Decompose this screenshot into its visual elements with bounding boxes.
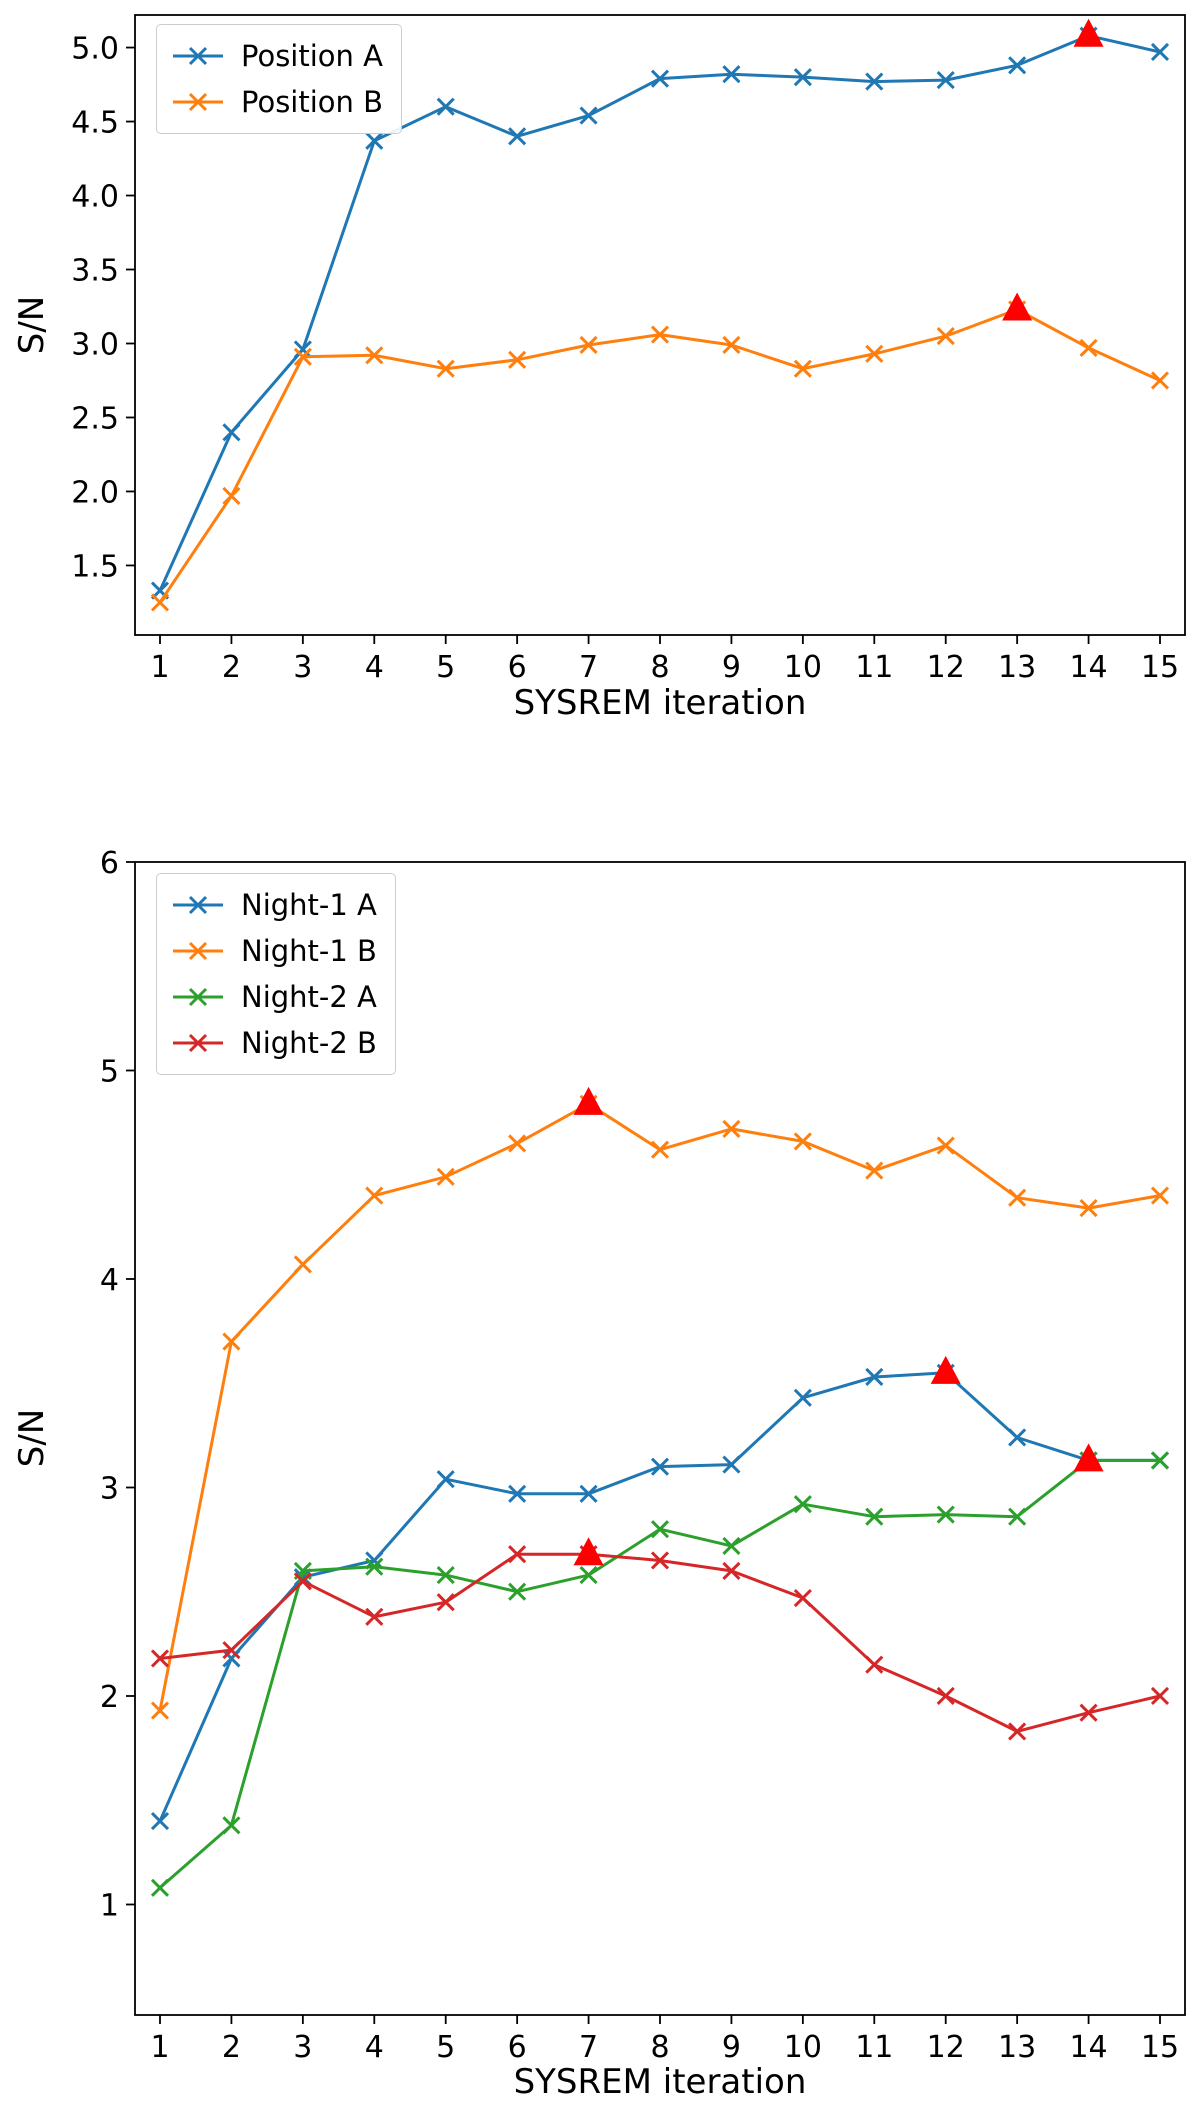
x-tick-label: 8 [650, 2030, 669, 2065]
best-marker-night-1-a [930, 1355, 961, 1384]
legend-line-sample [173, 941, 223, 961]
x-tick-label: 5 [436, 650, 455, 685]
y-axis-label: S/N [12, 1408, 52, 1468]
x-tick-label: 2 [222, 650, 241, 685]
top-chart: 1 2 3 4 5 6 7 8 9 10 11 12 13 14 15 1.5 2.0 2.5 3.0 3.5 4.0 4… [0, 0, 1200, 740]
y-tick-label: 3.0 [71, 327, 119, 362]
legend-entry-night-2-b: Night-2 B [171, 1020, 377, 1066]
bottom-chart: 1 2 3 4 5 6 7 8 9 10 11 12 13 14 15 1 2 3 4 5 6 S/N SYSREM i… [0, 740, 1200, 2117]
x-tick-label: 14 [1069, 2030, 1107, 2065]
series-markers-night-1-a [150, 1363, 1170, 1831]
legend-line-sample [173, 895, 223, 915]
series-line-night-1-b [158, 1102, 1161, 1711]
y-tick-label: 6 [100, 846, 119, 881]
best-marker-position-b [1002, 292, 1033, 321]
x-tick-label: 3 [293, 2030, 312, 2065]
series-markers-night-1-b [150, 1094, 1170, 1720]
y-tick-label: 2 [100, 1680, 119, 1715]
x-tick-label: 11 [855, 2030, 893, 2065]
best-marker-night-1-b [573, 1086, 604, 1115]
x-tick-label: 9 [722, 2030, 741, 2065]
y-tick-label: 2.5 [71, 401, 119, 436]
y-tick-label: 5.0 [71, 32, 119, 67]
x-tick-label: 13 [998, 2030, 1036, 2065]
x-tick-label: 12 [927, 2030, 965, 2065]
y-axis-label: S/N [12, 295, 52, 355]
y-tick-label: 4 [100, 1263, 119, 1298]
x-tick-label: 3 [293, 650, 312, 685]
legend-entry-position-a: Position A [171, 33, 383, 79]
x-tick-label: 15 [1141, 2030, 1179, 2065]
series-line-position-b [158, 308, 1161, 604]
series-markers-position-b [150, 300, 1170, 612]
y-tick-label: 3 [100, 1471, 119, 1506]
x-tick-label: 8 [650, 650, 669, 685]
legend-label: Night-1 B [241, 934, 377, 968]
y-tick-label: 4.0 [71, 180, 119, 215]
legend-label: Position B [241, 85, 384, 119]
x-tick-label: 7 [579, 650, 598, 685]
x-tick-label: 9 [722, 650, 741, 685]
legend-line-sample [173, 1033, 223, 1053]
y-tick-label: 1.5 [71, 549, 119, 584]
best-marker-night-2-b [573, 1537, 604, 1566]
x-tick-label: 4 [365, 2030, 384, 2065]
y-tick-label: 5 [100, 1054, 119, 1089]
top-chart-plot-svg: 1 2 3 4 5 6 7 8 9 10 11 12 13 14 151.52.02.53.03.54.04… [71, 14, 1186, 685]
y-tick-label: 1 [100, 1888, 119, 1923]
x-tick-label: 1 [150, 2030, 169, 2065]
legend-label: Night-2 B [241, 1026, 377, 1060]
legend-entry-position-b: Position B [171, 79, 383, 125]
legend-entry-night-2-a: Night-2 A [171, 974, 377, 1020]
x-tick-label: 1 [150, 650, 169, 685]
x-axis-label: SYSREM iteration [513, 2062, 807, 2102]
x-axis-label: SYSREM iteration [513, 683, 807, 723]
legend-line-sample [173, 92, 223, 112]
y-tick-label: 4.5 [71, 106, 119, 141]
legend: Position A Position B [156, 24, 403, 134]
series-line-night-2-b [159, 1552, 1161, 1733]
series-line-night-1-a [158, 1371, 1160, 1822]
legend-label: Night-1 A [241, 888, 377, 922]
y-tick-label: 2.0 [71, 475, 119, 510]
legend-label: Night-2 A [241, 980, 377, 1014]
legend: Night-1 A Night-1 B Night-2 A Night-2 B [156, 873, 396, 1075]
x-tick-label: 15 [1141, 650, 1179, 685]
x-tick-label: 10 [784, 650, 822, 685]
y-tick-label: 3.5 [71, 254, 119, 289]
x-tick-label: 7 [579, 2030, 598, 2065]
x-tick-label: 5 [436, 2030, 455, 2065]
x-tick-label: 4 [365, 650, 384, 685]
x-tick-label: 10 [784, 2030, 822, 2065]
legend-line-sample [173, 46, 223, 66]
x-tick-label: 12 [927, 650, 965, 685]
x-tick-label: 6 [508, 650, 527, 685]
series-markers-night-2-a [150, 1451, 1170, 1897]
legend-entry-night-1-a: Night-1 A [171, 882, 377, 928]
x-tick-label: 6 [508, 2030, 527, 2065]
best-marker-position-a [1073, 18, 1104, 47]
x-tick-label: 14 [1069, 650, 1107, 685]
x-tick-label: 2 [222, 2030, 241, 2065]
legend-line-sample [173, 987, 223, 1007]
legend-entry-night-1-b: Night-1 B [171, 928, 377, 974]
best-marker-night-2-a [1073, 1443, 1104, 1472]
x-tick-label: 11 [855, 650, 893, 685]
legend-label: Position A [241, 39, 383, 73]
x-tick-label: 13 [998, 650, 1036, 685]
